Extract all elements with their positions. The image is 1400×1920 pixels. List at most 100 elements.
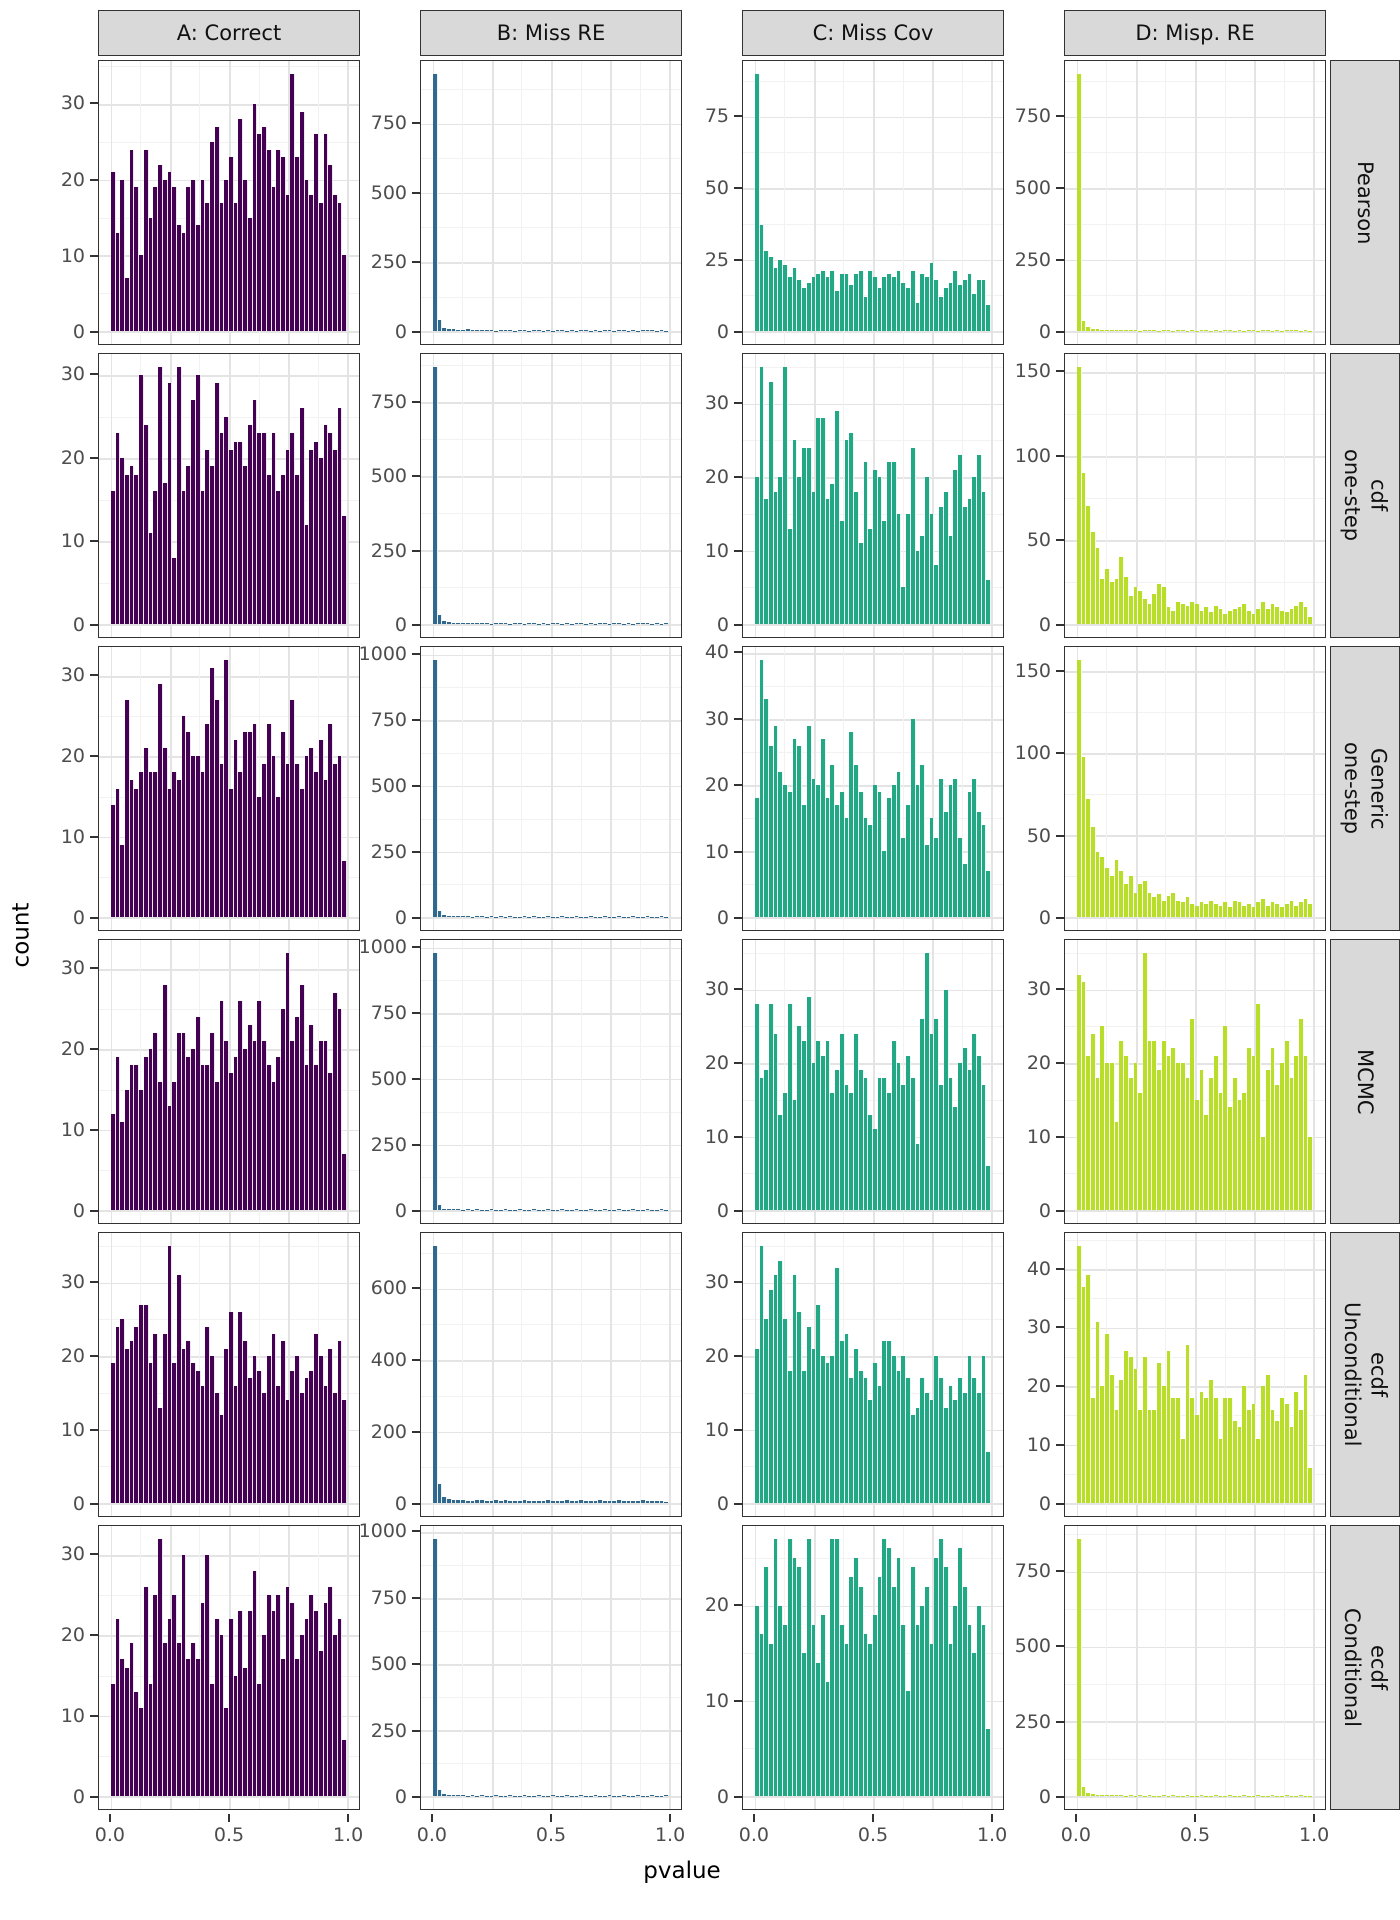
histogram-bar <box>1180 1795 1186 1797</box>
y-tick-mark <box>90 1796 98 1799</box>
histogram-bar <box>986 1729 992 1797</box>
y-axis-gutter: 0 250 500 750 <box>1004 1521 1064 1814</box>
histogram-bar <box>489 623 495 625</box>
histogram-bar <box>1109 1063 1115 1211</box>
y-tick-label: 0 <box>394 321 407 344</box>
histogram-bar <box>1218 905 1224 918</box>
histogram-bar <box>475 623 481 625</box>
histogram-bar <box>887 462 892 625</box>
histogram-bar <box>617 916 622 918</box>
y-axis-gutter: 0 10 20 30 <box>38 935 98 1228</box>
histogram-bar <box>986 580 992 625</box>
histogram-bar <box>655 623 660 625</box>
histogram-bar <box>887 1092 892 1211</box>
histogram-bar <box>1114 1121 1120 1211</box>
histogram-bar <box>1147 603 1153 625</box>
histogram-bar <box>480 1499 485 1504</box>
histogram-bar <box>517 330 523 332</box>
histogram-bar <box>1275 330 1281 332</box>
facet-panel <box>98 353 360 638</box>
histogram-bar <box>148 532 154 625</box>
histogram-bar <box>195 756 201 918</box>
gridline-major-v <box>110 940 113 1223</box>
gridline-major-v <box>669 1233 671 1516</box>
gridline-major-v <box>610 354 612 637</box>
histogram-bar <box>1076 73 1082 332</box>
histogram-bar <box>314 134 319 332</box>
histogram-bar <box>1119 1795 1125 1797</box>
histogram-bar <box>1247 904 1252 918</box>
histogram-bar <box>555 916 561 918</box>
y-tick-mark <box>734 1604 742 1607</box>
histogram-bar <box>276 149 281 332</box>
gridline-minor-v <box>462 940 464 1223</box>
histogram-bar <box>461 1209 466 1211</box>
histogram-bar <box>158 684 163 918</box>
y-tick-label: 0 <box>72 1493 85 1516</box>
histogram-bar <box>806 282 812 332</box>
histogram-bar <box>1176 602 1181 625</box>
histogram-bar <box>773 1538 779 1797</box>
y-tick-label: 150 <box>1014 659 1051 682</box>
histogram-bar <box>143 149 149 332</box>
histogram-bar <box>835 1267 840 1504</box>
histogram-bar <box>271 1081 277 1211</box>
y-axis-gutter-inner: 0 250 500 750 <box>1004 1525 1064 1810</box>
histogram-bar <box>934 565 940 625</box>
y-tick-label: 20 <box>60 1038 85 1061</box>
histogram-bar <box>1251 907 1257 918</box>
histogram-bar <box>1209 330 1214 332</box>
histogram-bar <box>1119 871 1125 918</box>
histogram-bar <box>664 1209 670 1211</box>
histogram-bar <box>1128 595 1134 625</box>
x-tick-mark <box>1194 1814 1196 1822</box>
histogram-bar <box>906 288 911 332</box>
histogram-bar <box>247 1025 253 1211</box>
histogram-bar <box>432 1245 438 1504</box>
histogram-bar <box>910 1414 916 1504</box>
histogram-bar <box>887 798 892 918</box>
histogram-bar <box>939 778 944 918</box>
histogram-bar <box>948 282 954 332</box>
histogram-bar <box>456 1209 462 1211</box>
y-axis-gutter: 0 250 500 750 1000 <box>359 935 420 1228</box>
histogram-bar <box>821 418 826 625</box>
histogram-bar <box>664 1501 670 1504</box>
y-tick-mark <box>412 400 420 403</box>
histogram-bar <box>1223 614 1229 625</box>
histogram-bar <box>929 1643 935 1797</box>
histogram-bar <box>1308 330 1314 332</box>
gridline-major-v <box>610 1233 612 1516</box>
histogram-bar <box>323 424 329 625</box>
y-axis-gutter: 0 10 20 30 <box>1004 935 1064 1228</box>
facet-panel-cell <box>420 349 682 642</box>
y-axis-gutter-inner: 0 50 100 150 <box>1004 646 1064 931</box>
histogram-bar <box>769 1643 774 1797</box>
y-tick-label: 30 <box>60 1270 85 1293</box>
histogram-bar <box>1086 506 1091 625</box>
facet-col-strip: B: Miss RE <box>420 10 682 56</box>
histogram-bar <box>546 330 551 332</box>
facet-col-strip: C: Miss Cov <box>742 10 1004 56</box>
histogram-bar <box>489 1209 495 1211</box>
histogram-bar <box>1237 1099 1243 1211</box>
histogram-bar <box>603 623 608 625</box>
histogram-bar <box>266 1065 272 1211</box>
histogram-bar <box>925 477 930 625</box>
facet-panel-cell <box>1064 349 1326 642</box>
histogram-bar <box>555 1501 561 1504</box>
histogram-bar <box>442 1208 447 1211</box>
histogram-bar <box>1109 876 1115 918</box>
y-tick-mark <box>90 967 98 970</box>
y-tick-mark <box>412 122 420 125</box>
histogram-bar <box>1128 1077 1134 1211</box>
histogram-bar <box>783 1319 788 1504</box>
histogram-bar <box>1109 329 1115 332</box>
gridline-major-v <box>610 940 612 1223</box>
histogram-bar <box>655 1209 660 1211</box>
gridline-major-v <box>669 1526 671 1809</box>
y-tick-mark <box>734 1061 742 1064</box>
histogram-bar <box>778 772 784 918</box>
histogram-bar <box>754 477 760 625</box>
histogram-bar <box>1161 1795 1167 1797</box>
